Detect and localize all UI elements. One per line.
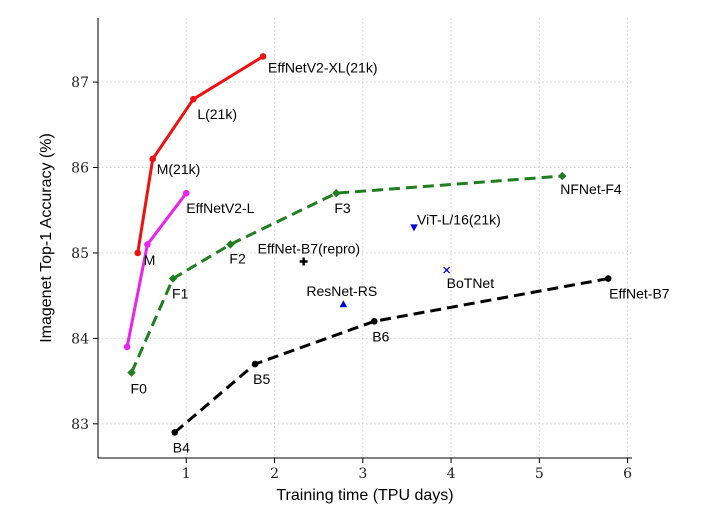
x-tick-label: 2	[270, 466, 279, 482]
data-point	[123, 343, 131, 351]
data-label: B5	[253, 371, 270, 387]
data-point	[370, 318, 378, 325]
data-label: EffNet-B7	[609, 286, 670, 302]
data-label: EffNet-B7(repro)	[258, 240, 360, 256]
series-line	[173, 277, 609, 434]
x-tick-label: 5	[535, 466, 544, 482]
y-tick-label: 83	[71, 417, 89, 433]
data-label: M	[144, 252, 156, 268]
data-point	[127, 368, 136, 377]
data-point	[604, 275, 612, 282]
series-line	[125, 191, 188, 349]
data-label: NFNet-F4	[560, 181, 622, 197]
x-tick-label: 3	[358, 466, 367, 482]
data-label: B4	[173, 439, 190, 455]
y-tick-label: 85	[71, 246, 89, 262]
data-point	[149, 155, 157, 163]
x-tick-label: 6	[623, 466, 632, 482]
data-point	[190, 95, 197, 103]
data-label: B6	[372, 328, 389, 344]
data-label: EffNetV2-XL(21k)	[268, 59, 377, 75]
data-label: F2	[229, 250, 246, 266]
x-tick-label: 4	[447, 466, 456, 482]
data-point	[299, 257, 308, 266]
data-label: L(21k)	[197, 106, 237, 122]
data-label: EffNetV2-L	[186, 200, 254, 216]
series-line	[130, 174, 563, 374]
data-label: ViT-L/16(21k)	[417, 211, 501, 227]
data-label: F0	[131, 381, 148, 397]
data-point	[168, 274, 178, 283]
grid	[98, 18, 632, 458]
y-tick-label: 84	[71, 331, 89, 347]
data-label: BoTNet	[447, 275, 495, 291]
data-point	[443, 266, 451, 274]
x-tick-label: 1	[182, 466, 191, 482]
data-point	[144, 241, 151, 248]
data-point	[171, 429, 179, 436]
data-point	[182, 189, 190, 197]
data-labels: M M(21k) L(21k) EffNetV2-XL(21k) EffNetV2-L F…	[131, 59, 670, 455]
data-point	[332, 188, 341, 198]
data-point	[558, 171, 567, 181]
series-line	[136, 54, 265, 255]
data-point	[339, 300, 348, 308]
y-tick-label: 86	[71, 161, 89, 177]
y-axis-title: Imagenet Top-1 Accuracy (%)	[38, 133, 55, 343]
data-point	[226, 240, 235, 249]
data-point	[259, 53, 267, 60]
ticks: 1 2 3 4 5 6 83 84 85 86 87	[71, 75, 632, 482]
data-markers	[123, 53, 612, 436]
data-label: M(21k)	[157, 161, 201, 177]
data-point	[251, 360, 259, 368]
data-point	[410, 224, 418, 232]
data-point	[134, 249, 142, 257]
y-tick-label: 87	[71, 75, 89, 91]
data-label: F1	[172, 286, 189, 302]
data-label: F3	[334, 200, 351, 216]
x-axis-title: Training time (TPU days)	[276, 487, 453, 504]
data-label: ResNet-RS	[306, 283, 377, 299]
